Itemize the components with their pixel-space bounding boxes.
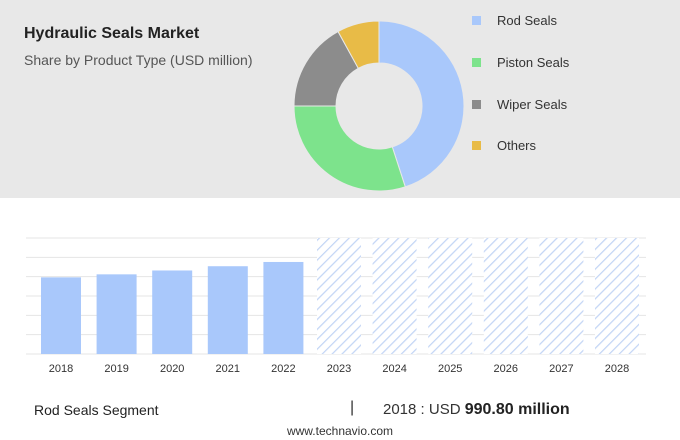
legend-swatch-others	[472, 141, 481, 150]
x-tick-label: 2018	[49, 363, 73, 375]
bar-2020	[152, 270, 193, 354]
legend-swatch-rod-seals	[472, 16, 481, 25]
forecast-bar-2024	[372, 238, 417, 354]
chart-subtitle: Share by Product Type (USD million)	[24, 52, 253, 68]
footer-separator: |	[350, 399, 355, 416]
forecast-bar-2026	[483, 238, 528, 354]
bar-2021	[207, 266, 248, 354]
legend-label-wiper-seals: Wiper Seals	[497, 97, 568, 112]
x-tick-label: 2028	[605, 363, 629, 375]
bar-2018	[41, 277, 81, 354]
x-tick-label: 2020	[160, 363, 184, 375]
x-tick-label: 2024	[382, 363, 406, 375]
x-tick-label: 2027	[549, 363, 573, 375]
bar-chart: 2018 2019 2020 2021 2022 2023 2024 2025 2026 2027…	[26, 237, 646, 375]
x-tick-label: 2022	[271, 363, 295, 375]
x-tick-label: 2026	[494, 363, 518, 375]
bar-2019	[96, 274, 137, 354]
legend-swatch-piston-seals	[472, 58, 481, 67]
segment-year-label: 2018 : USD	[383, 401, 461, 418]
donut-slice-rod-seals	[378, 20, 465, 188]
donut-chart	[293, 20, 465, 192]
x-tick-label: 2025	[438, 363, 462, 375]
forecast-bar-2025	[428, 238, 473, 354]
legend-item-wiper-seals: Wiper Seals	[472, 97, 567, 112]
x-tick-label: 2023	[327, 363, 351, 375]
legend-swatch-wiper-seals	[472, 100, 481, 109]
legend-item-others: Others	[472, 138, 536, 153]
legend-label-rod-seals: Rod Seals	[497, 13, 557, 28]
site-link[interactable]: www.technavio.com	[286, 424, 394, 438]
donut-slice-piston-seals	[293, 105, 406, 192]
segment-value: 2018 : USD 990.80 million	[383, 401, 570, 419]
bar-2022	[263, 261, 304, 354]
x-tick-label: 2021	[216, 363, 240, 375]
x-tick-label: 2019	[104, 363, 128, 375]
chart-title: Hydraulic Seals Market	[24, 25, 200, 42]
segment-value-amount: 990.80 million	[464, 401, 570, 418]
donut-slice-others	[337, 20, 380, 69]
legend-item-piston-seals: Piston Seals	[472, 55, 569, 70]
legend-item-rod-seals: Rod Seals	[472, 13, 557, 28]
segment-label: Rod Seals Segment	[34, 402, 159, 418]
legend-label-others: Others	[497, 138, 537, 153]
forecast-bar-2027	[539, 238, 584, 354]
forecast-bar-2023	[317, 238, 361, 354]
forecast-bar-2028	[595, 238, 639, 354]
legend-label-piston-seals: Piston Seals	[497, 55, 570, 70]
